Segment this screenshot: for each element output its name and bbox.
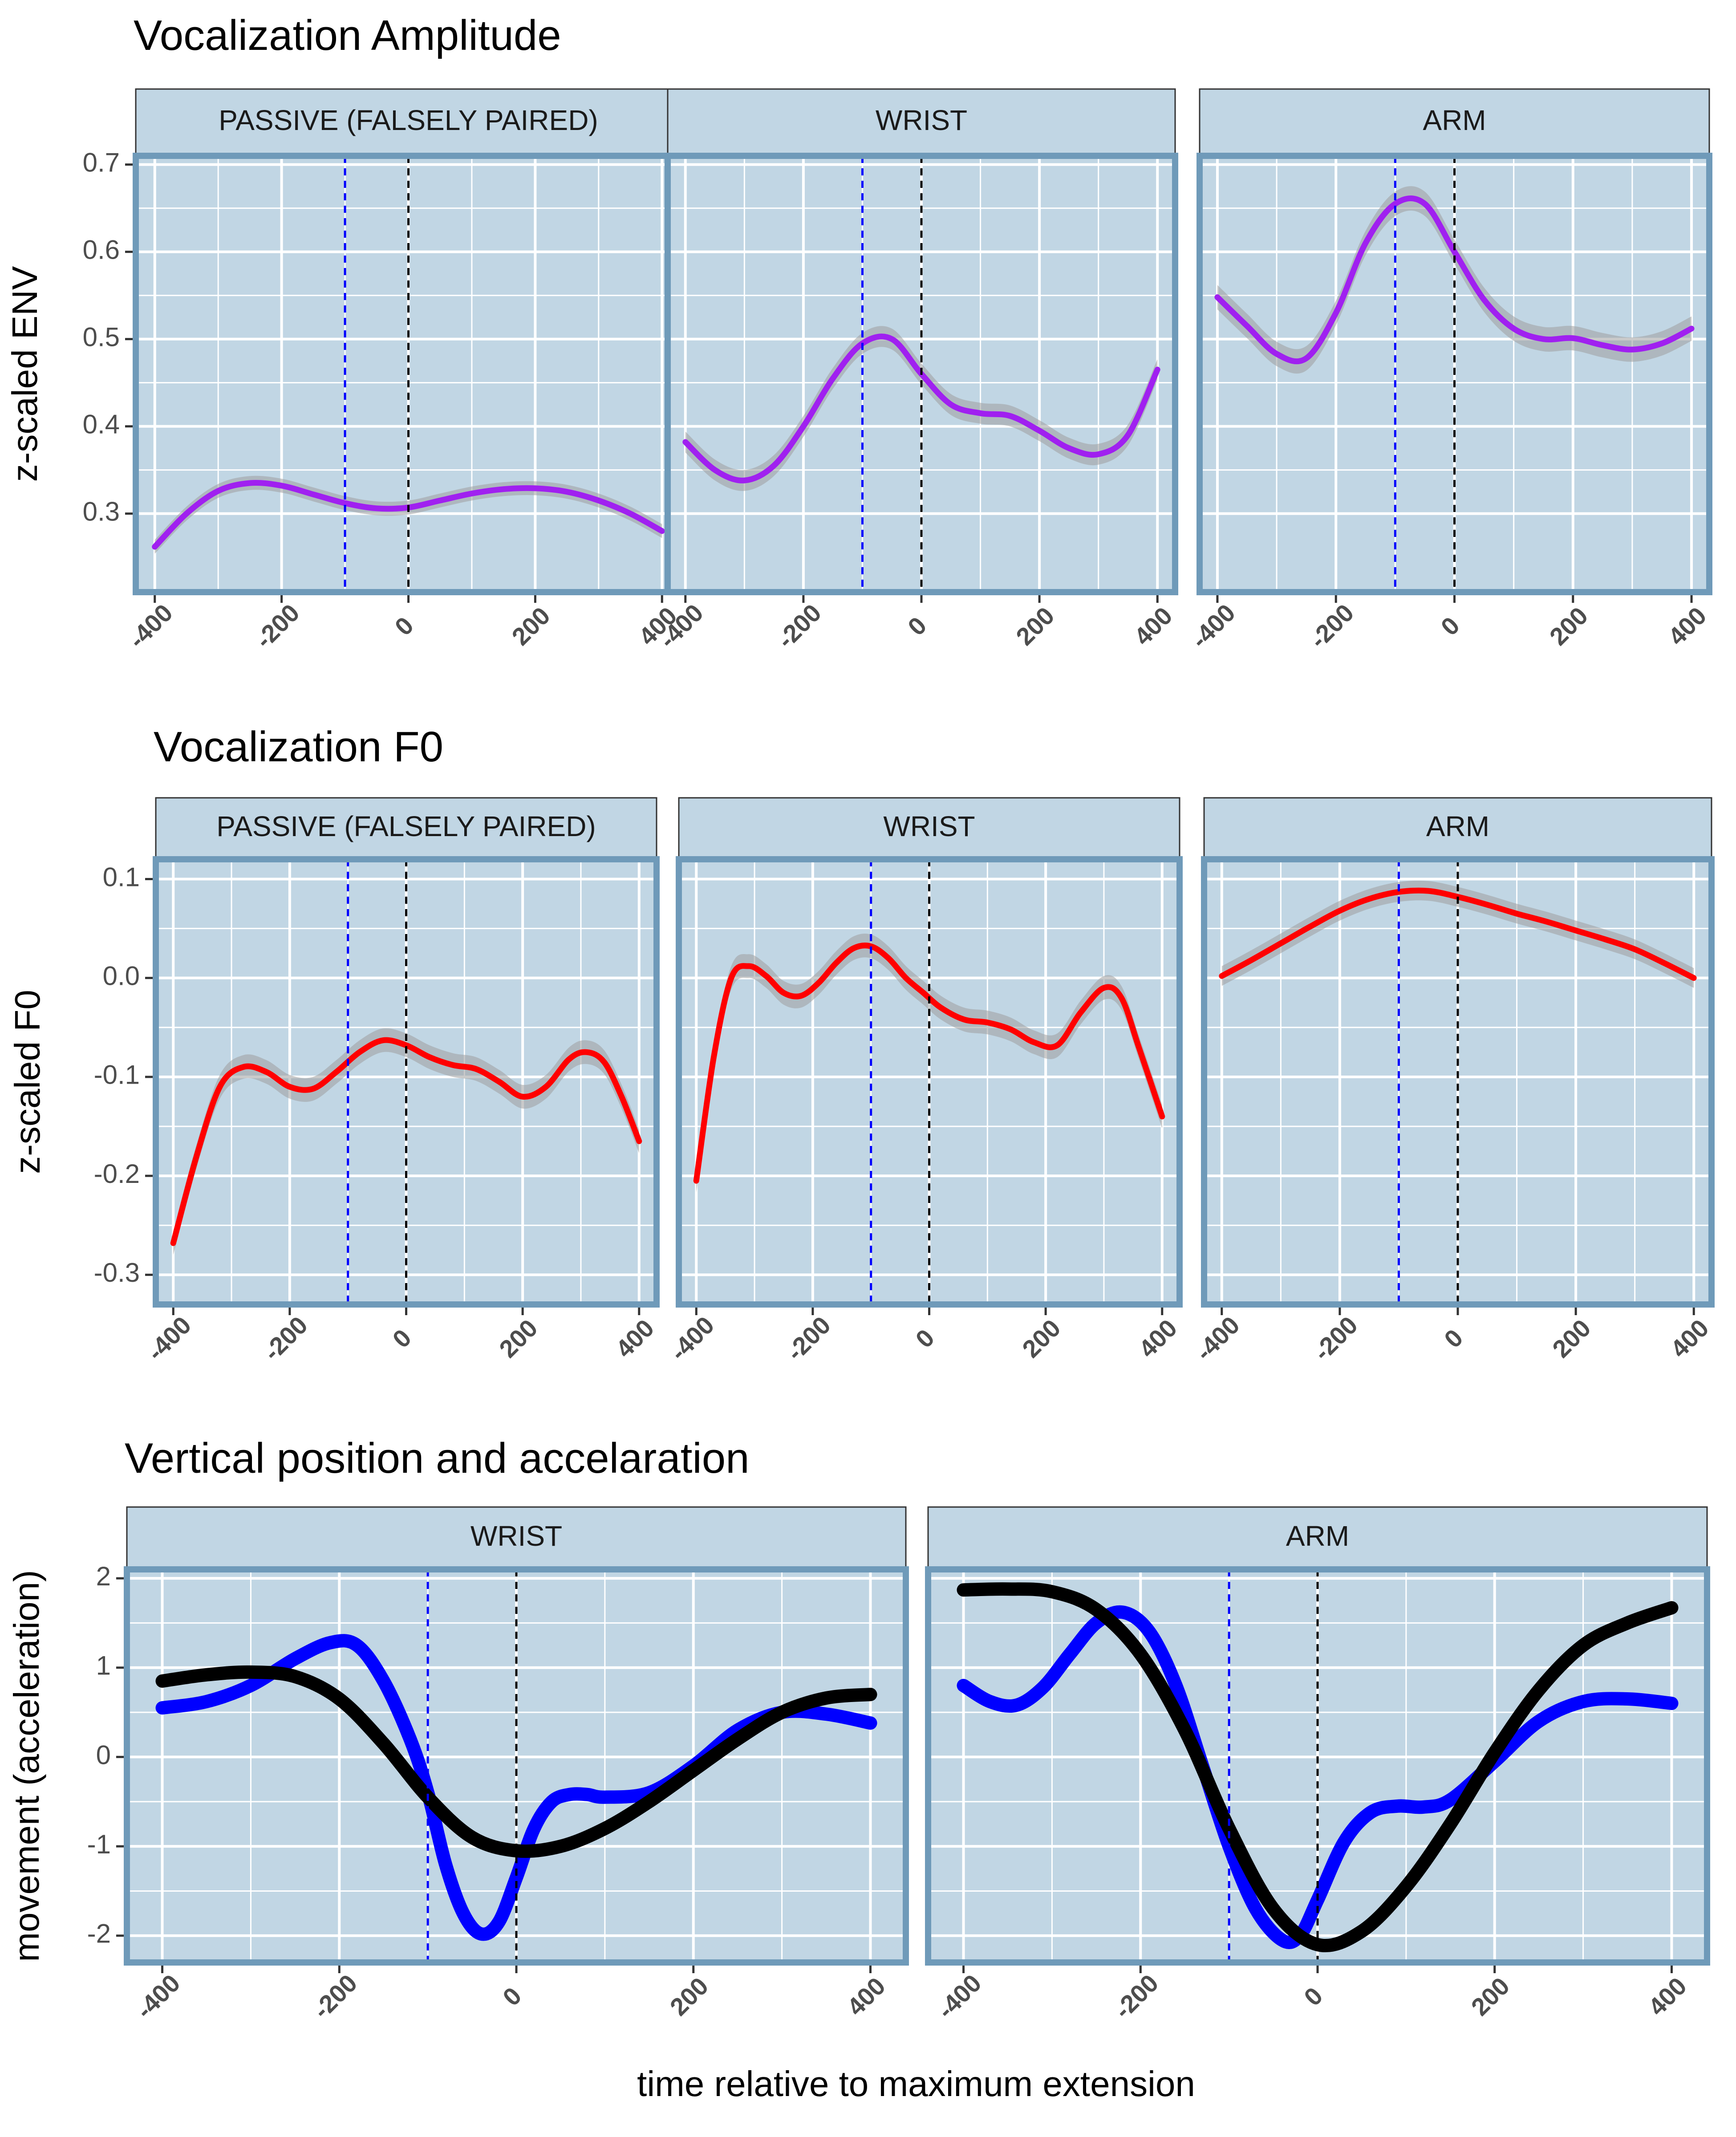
y-tick-label: -1 [87, 1829, 111, 1859]
chart-3: Vertical position and accelaration moveme… [7, 1434, 1710, 2024]
y-tick-label: 0 [96, 1740, 111, 1770]
y-tick-label: 0.7 [83, 147, 120, 177]
facet-strip-label: PASSIVE (FALSELY PAIRED) [219, 104, 598, 136]
y-tick-label: 0.4 [83, 409, 120, 439]
facet-strip-label: PASSIVE (FALSELY PAIRED) [216, 810, 596, 842]
y-tick-label: 0.0 [103, 961, 140, 991]
data-layer [1214, 156, 1695, 592]
series-line-red [170, 1037, 642, 1246]
facet-strip [126, 1506, 907, 1570]
series-line-purple [1214, 195, 1695, 365]
y-axis-title: z-scaled F0 [8, 990, 47, 1174]
facet-strip-label: WRIST [876, 104, 967, 136]
panel-border [1201, 856, 1715, 1308]
y-tick-label: -0.3 [94, 1258, 140, 1288]
y-tick-label: -0.2 [94, 1159, 140, 1189]
x-axis-title: time relative to maximum extension [637, 2064, 1195, 2104]
panel-border [676, 856, 1183, 1308]
plot-area: Vocalization Amplitude z-scaled ENV PASSIV… [5, 12, 1715, 2024]
chart-title: Vocalization Amplitude [134, 12, 561, 59]
confidence-ribbon [696, 933, 1162, 1193]
facet-strip-label: ARM [1286, 1520, 1349, 1552]
facet-strip [1203, 797, 1712, 860]
data-layer [152, 156, 665, 592]
confidence-ribbon [1221, 880, 1694, 988]
panel-border [124, 1566, 909, 1966]
panel-border [665, 153, 1178, 595]
y-tick-label: 0.5 [83, 322, 120, 352]
y-tick-label: 2 [96, 1561, 111, 1591]
panel-border [1197, 153, 1712, 595]
y-tick-label: 0.1 [103, 862, 140, 892]
confidence-ribbon [685, 326, 1158, 491]
data-layer [682, 156, 1160, 592]
data-layer [693, 859, 1165, 1304]
y-tick-label: 0.6 [83, 235, 120, 264]
y-tick-label: -2 [87, 1919, 111, 1949]
panel-border [153, 856, 660, 1308]
panel-border [925, 1566, 1710, 1966]
facet-strip [927, 1506, 1708, 1570]
facet-strip-label: ARM [1423, 104, 1486, 136]
confidence-ribbon [1217, 186, 1692, 374]
series-line-purple [682, 333, 1160, 483]
facet-wrist: WRIST-400 -200 0 200 400 [665, 797, 1183, 1366]
y-tick-label: -0.1 [94, 1060, 140, 1090]
y-tick-label: 0.3 [83, 496, 120, 526]
y-tick-label: 1 [96, 1651, 111, 1681]
y-axis-title: z-scaled ENV [5, 266, 45, 482]
facet-arm: ARM-400 -200 0 200 400 [1185, 88, 1712, 654]
y-axis-title: movement (acceleration) [7, 1570, 46, 1962]
gridlines [136, 156, 681, 592]
facet-strip-label: WRIST [471, 1520, 562, 1552]
facet-strip-label: ARM [1426, 810, 1489, 842]
facet-passive-falsely-paired-: PASSIVE (FALSELY PAIRED)-400 -200 0 200 4000… [83, 88, 684, 654]
facet-arm: ARM-400 -200 0 200 400 [925, 1506, 1710, 2024]
facet-wrist: WRIST-400 -200 0 200 400 [653, 88, 1178, 654]
series-line-red [693, 943, 1165, 1184]
series-line-black [155, 1665, 877, 1858]
facet-arm: ARM-400 -200 0 200 400 [1190, 797, 1715, 1366]
chart-title: Vocalization F0 [154, 723, 443, 771]
facet-strip [135, 88, 682, 157]
chart-2: Vocalization F0 z-scaled F0 PASSIVE (FALSE… [8, 723, 1715, 1366]
data-layer [170, 859, 642, 1304]
data-layer [1219, 859, 1697, 1304]
facet-strip [667, 88, 1176, 157]
facet-strip [155, 797, 657, 860]
series-line-blue [957, 1605, 1679, 1949]
series-line-black [957, 1582, 1679, 1953]
facet-strip [1199, 88, 1710, 157]
facet-strip-label: WRIST [883, 810, 975, 842]
facet-passive-falsely-paired-: PASSIVE (FALSELY PAIRED)-400 -200 0 200 400-… [94, 797, 660, 1366]
chart-title: Vertical position and accelaration [125, 1434, 750, 1482]
data-layer [155, 1569, 877, 1962]
chart-1: Vocalization Amplitude z-scaled ENV PASSIV… [5, 12, 1712, 654]
data-layer [957, 1569, 1679, 1962]
